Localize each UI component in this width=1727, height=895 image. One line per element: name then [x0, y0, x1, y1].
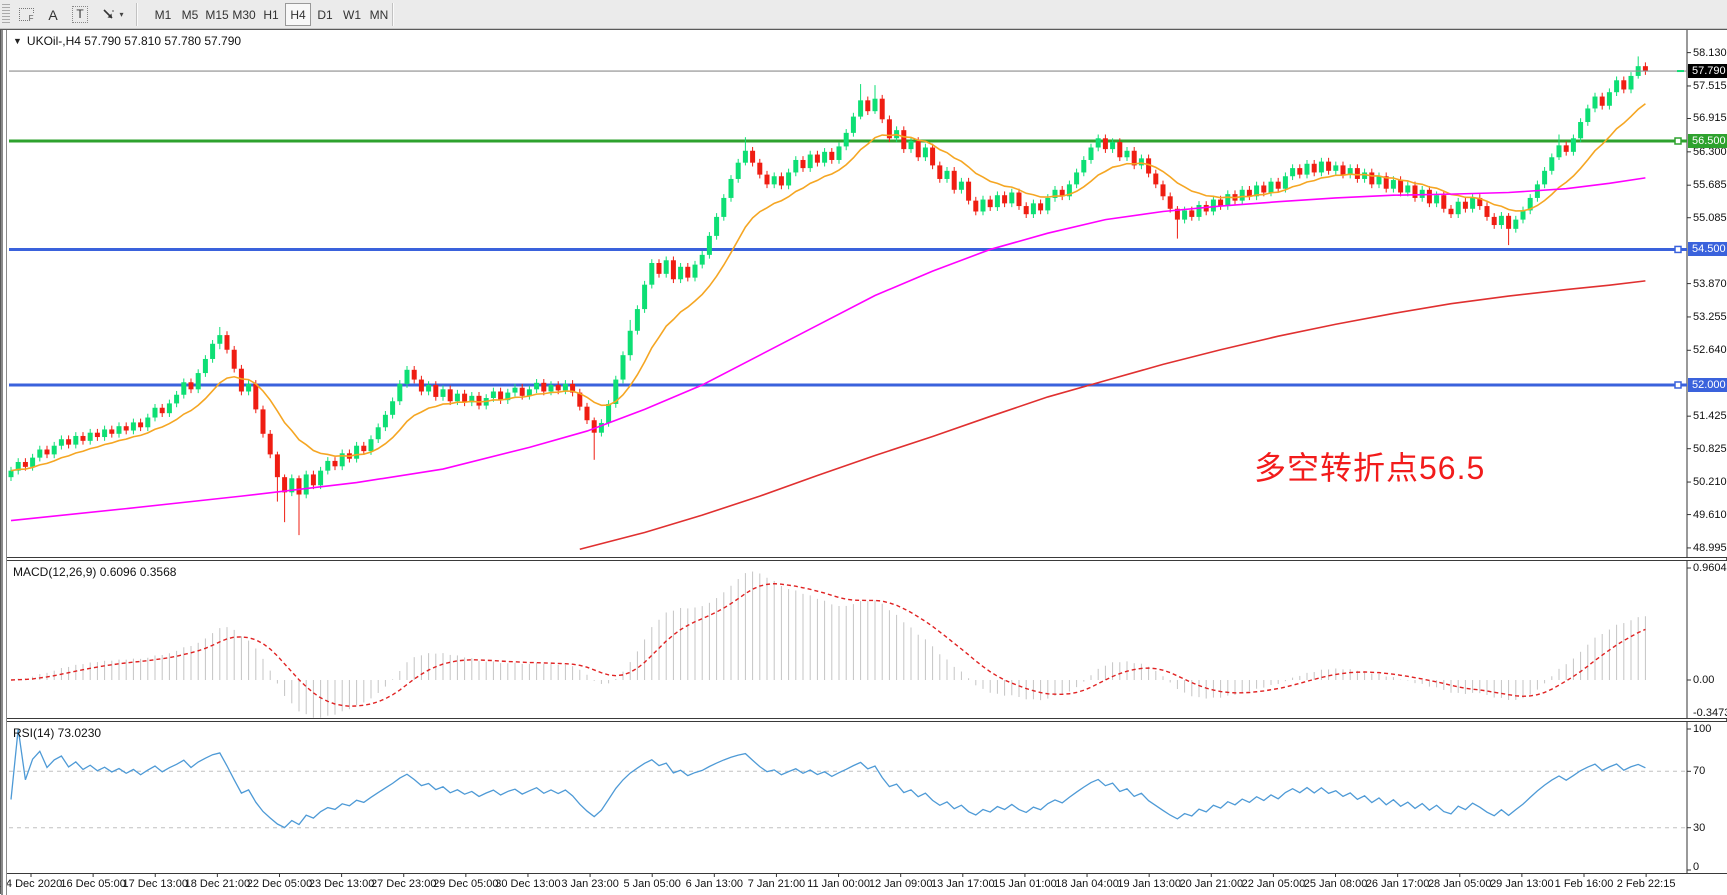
time-axis-label: 20 Jan 21:00 [1179, 878, 1244, 890]
macd-axis-tick: -0.3473 [1693, 707, 1727, 719]
time-axis[interactable]: 14 Dec 2020 16 Dec 05:00 17 Dec 13:00 18 De… [0, 873, 1727, 895]
macd-histogram [17, 571, 1646, 718]
time-axis-label: 22 Dec 05:00 [246, 878, 313, 890]
price-axis-tick: 48.995 [1693, 541, 1727, 554]
time-axis-label: 12 Jan 09:00 [868, 878, 933, 890]
toolbar-separator [136, 3, 138, 26]
macd-signal-line [10, 582, 1646, 707]
time-axis-label: 19 Jan 13:00 [1117, 878, 1181, 890]
price-axis-tick: 55.685 [1693, 179, 1727, 192]
time-axis-label: 30 Dec 13:00 [495, 878, 561, 890]
time-axis-label: 6 Jan 13:00 [685, 878, 744, 890]
toolbar-separator [392, 3, 394, 26]
price-axis-tick: 55.085 [1693, 211, 1727, 224]
rsi-pane[interactable]: RSI(14) 73.0230 100 70 30 0 [1, 721, 1727, 873]
macd-label: MACD(12,26,9) 0.6096 0.3568 [13, 565, 177, 579]
time-axis-label: 7 Jan 21:00 [747, 878, 806, 890]
grid-icon: F [18, 8, 34, 23]
time-axis-label: 18 Jan 04:00 [1055, 878, 1119, 890]
mid-ma-line [10, 177, 1646, 522]
candlestick-series [8, 56, 1648, 536]
window-left-frame [1, 30, 7, 895]
symbol-dropdown-icon[interactable]: ▼ [13, 36, 22, 46]
time-axis-label: 16 Dec 05:00 [60, 878, 126, 890]
price-axis-tick: 52.640 [1693, 344, 1727, 357]
time-axis-label: 27 Dec 23:00 [371, 878, 437, 890]
price-axis-tick: 50.210 [1693, 476, 1727, 489]
main-chart-canvas[interactable] [1, 30, 1727, 558]
rsi-axis-tick: 30 [1693, 821, 1706, 834]
macd-pane[interactable]: MACD(12,26,9) 0.6096 0.3568 0.9604 0.00 -0… [1, 560, 1727, 719]
time-axis-label: 15 Jan 01:00 [993, 878, 1057, 890]
price-axis-tick: 56.915 [1693, 112, 1727, 125]
chart-title: ▼ UKOil-,H4 57.790 57.810 57.780 57.790 [13, 34, 241, 48]
timeframe-button-m30[interactable]: M30 [232, 7, 256, 22]
macd-axis-tick: 0.00 [1693, 674, 1715, 686]
timeframe-button-h1[interactable]: H1 [263, 7, 279, 22]
time-axis-label: 29 Dec 05:00 [433, 878, 499, 890]
price-axis-tick: 56.300 [1693, 145, 1727, 158]
hline-handle [1674, 381, 1682, 389]
letter-a-icon: A [48, 6, 58, 23]
timeframe-button-h4[interactable]: H4 [285, 3, 311, 26]
current-price-label: 57.790 [1688, 64, 1727, 79]
chart-title-text: UKOil-,H4 57.790 57.810 57.780 57.790 [26, 34, 242, 48]
time-axis-label: 14 Dec 2020 [0, 878, 63, 890]
text-tool-button[interactable]: T [68, 3, 92, 26]
toolbar: F A T ▾ M1 M5 M15 M30 H1 H4 D1 W1 MN [0, 0, 1727, 29]
arrow-tool-button[interactable]: ▾ [96, 3, 130, 26]
price-axis-tick: 58.130 [1693, 46, 1727, 59]
chart-window: ▼ UKOil-,H4 57.790 57.810 57.780 57.790 … [0, 29, 1727, 895]
time-axis-label: 25 Jan 08:00 [1303, 878, 1368, 890]
price-axis-tick: 57.515 [1693, 79, 1727, 92]
price-axis-tick: 53.870 [1693, 277, 1727, 290]
chart-annotation[interactable]: 多空转折点56.5 [1254, 450, 1486, 486]
hline-price-label: 52.000 [1688, 377, 1727, 392]
rsi-axis-tick: 0 [1693, 861, 1700, 873]
timeframe-button-mn[interactable]: MN [369, 7, 389, 22]
macd-canvas[interactable] [1, 561, 1727, 718]
time-axis-label: 5 Jan 05:00 [623, 878, 681, 890]
hline-price-label: 54.500 [1688, 242, 1727, 257]
toolbar-drag-handle[interactable] [2, 4, 10, 24]
timeframe-button-m1[interactable]: M1 [154, 7, 172, 22]
hline-price-label: 56.500 [1688, 134, 1727, 148]
timeframe-button-m15[interactable]: M15 [205, 7, 229, 22]
arrow-icon [103, 8, 115, 19]
chevron-down-icon: ▾ [119, 10, 124, 19]
timeframe-button-w1[interactable]: W1 [343, 7, 361, 22]
font-tool-button[interactable]: A [42, 3, 64, 26]
time-axis-label: 2 Feb 22:15 [1616, 878, 1676, 890]
rsi-axis-tick: 70 [1693, 765, 1706, 778]
timeframe-button-d1[interactable]: D1 [317, 7, 333, 22]
slow-ma-line [579, 280, 1646, 551]
main-chart-pane[interactable]: ▼ UKOil-,H4 57.790 57.810 57.780 57.790 … [1, 30, 1727, 558]
rsi-line [10, 728, 1646, 829]
hline-handle [1674, 137, 1682, 145]
macd-axis-tick: 0.9604 [1693, 562, 1727, 575]
price-axis-tick: 49.610 [1693, 508, 1727, 521]
price-axis-tick: 51.425 [1693, 410, 1727, 423]
time-axis-label: 22 Jan 05:00 [1241, 878, 1306, 890]
time-axis-label: 28 Jan 05:00 [1427, 878, 1492, 890]
hline-handle [1674, 245, 1682, 254]
price-axis-tick: 53.255 [1693, 310, 1727, 323]
fast-ma-line [10, 103, 1646, 472]
price-axis-tick: 50.825 [1693, 442, 1727, 455]
text-icon: T [72, 6, 88, 23]
timeframe-button-m5[interactable]: M5 [181, 7, 199, 22]
time-axis-label: 18 Dec 21:00 [184, 878, 251, 890]
time-axis-label: 23 Dec 13:00 [308, 878, 375, 890]
rsi-canvas[interactable] [1, 722, 1727, 873]
rsi-axis-tick: 100 [1693, 723, 1712, 735]
time-axis-label: 3 Jan 23:00 [561, 878, 619, 890]
time-axis-label: 26 Jan 17:00 [1365, 878, 1430, 890]
time-axis-label: 29 Jan 13:00 [1490, 878, 1554, 890]
time-axis-label: 13 Jan 17:00 [930, 878, 995, 890]
time-axis-label: 11 Jan 00:00 [807, 878, 870, 890]
time-axis-label: 17 Dec 13:00 [122, 878, 188, 890]
template-tool-button[interactable]: F [14, 3, 38, 26]
rsi-label: RSI(14) 73.0230 [13, 726, 102, 740]
time-axis-label: 1 Feb 16:00 [1554, 878, 1614, 890]
